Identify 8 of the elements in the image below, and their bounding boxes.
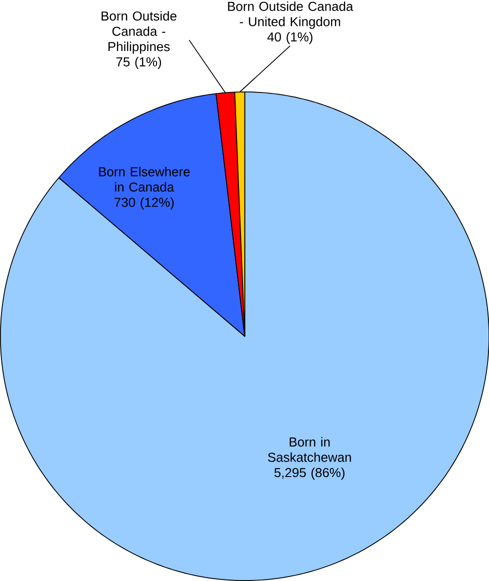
slice-label: Born Outside Canada - Philippines bbox=[101, 11, 176, 54]
data-label: 40 (1%) bbox=[267, 32, 312, 44]
data-label: 5,295 (86%) bbox=[274, 468, 344, 480]
data-label: 730 (12%) bbox=[114, 197, 174, 210]
slice-label: Born Elsewhere in Canada bbox=[98, 166, 190, 192]
slice-label: Born Outside Canada - United Kingdom bbox=[228, 1, 353, 29]
slice-label: Born in Saskatchewan bbox=[268, 437, 351, 462]
data-label: 75 (1%) bbox=[116, 56, 161, 70]
